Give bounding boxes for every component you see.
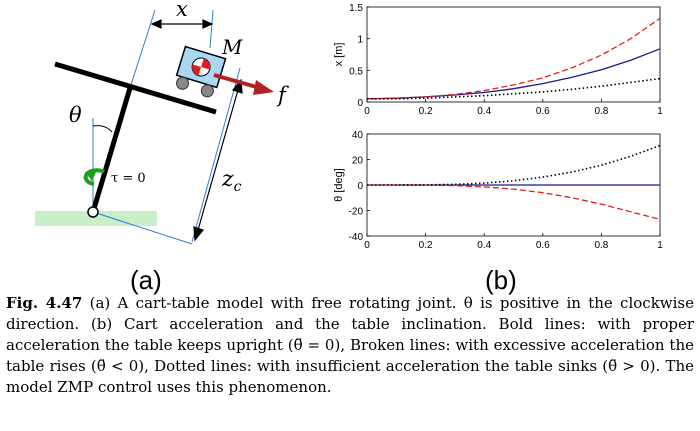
subfigure-a-label: (a) [130,265,162,295]
y-tick-label-1: -20 [349,207,364,218]
x-tick-label-1: 1 [657,240,663,251]
x-dimension-arrow [150,19,214,29]
caption-label: Fig. 4.47 [6,294,83,312]
x-tick-label-0: 0.8 [594,106,608,117]
series-dotted-0 [367,77,661,100]
ground-plate [35,211,157,226]
theta-arc [92,125,113,133]
series-dashed-0 [366,17,661,100]
cart [175,45,227,98]
y-axis-label-1: θ [deg] [333,168,345,202]
x-tick-label-0: 0.6 [536,106,550,117]
x-tick-label-1: 0.8 [594,240,608,251]
x-tick-label-1: 0 [364,240,370,251]
cart-table-diagram: x M f θ τ = 0 zc [35,0,289,245]
x-tick-label-1: 0.2 [419,240,433,251]
force-arrow [213,73,274,95]
response-charts: 0 0.2 0.4 0.6 0.8 1 0 0.5 1 1.5 x [m] 0 0.2 0.4 0.6 0.8… [333,3,663,251]
x-tick-label-0: 0 [364,106,370,117]
caption-text: (a) A cart-table model with free rotatin… [6,294,694,396]
table-top [54,61,217,115]
y-tick-label-1: 20 [352,156,364,167]
figure-caption: Fig. 4.47 (a) A cart-table model with fr… [6,293,694,398]
y-axis-label-0: x [m] [333,43,345,67]
x-tick-label-1: 0.6 [536,240,550,251]
x-tick-label-1: 0.4 [477,240,491,251]
tau-label: τ = 0 [111,171,146,186]
series-dotted-1 [367,144,661,186]
x-tick-label-0: 0.4 [477,106,491,117]
guide-lines [92,9,241,245]
mass-label: M [221,35,243,59]
x-tick-label-0: 0.2 [419,106,433,117]
theta-label: θ [69,103,82,127]
subfigure-b-label: (b) [485,265,517,295]
y-tick-label-1: 0 [357,181,363,192]
pivot-joint [87,206,99,218]
y-tick-label-0: 1.5 [349,3,363,14]
zc-dimension-arrow [193,78,243,242]
force-label: f [276,83,289,107]
y-tick-label-1: -40 [349,232,364,243]
x-label: x [176,0,188,21]
y-tick-label-0: 0 [357,98,363,109]
plot-frame-0 [366,6,661,103]
x-tick-label-0: 1 [657,106,663,117]
y-tick-label-1: 40 [352,130,364,141]
table-leg [90,87,133,213]
y-tick-label-0: 1 [357,35,363,46]
zc-label: zc [221,167,242,195]
y-tick-label-0: 0.5 [349,66,363,77]
